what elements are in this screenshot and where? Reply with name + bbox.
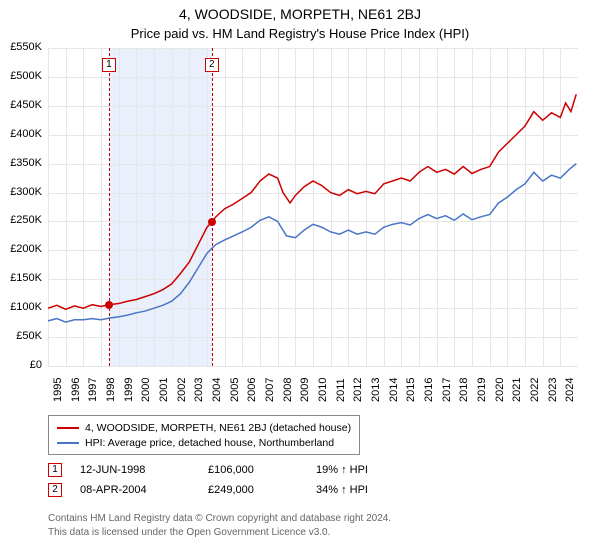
series-line [48,164,576,322]
transaction-marker: 2 [48,483,62,497]
transaction-row: 1 12-JUN-1998 £106,000 19% ↑ HPI [48,460,368,480]
transaction-date: 08-APR-2004 [80,484,190,496]
transaction-date: 12-JUN-1998 [80,464,190,476]
footer-line-1: Contains HM Land Registry data © Crown c… [48,512,391,526]
legend-swatch [57,427,79,429]
footer-attribution: Contains HM Land Registry data © Crown c… [48,512,391,539]
legend-swatch [57,442,79,444]
transaction-delta: 19% ↑ HPI [316,464,368,476]
legend-item: 4, WOODSIDE, MORPETH, NE61 2BJ (detached… [57,420,351,435]
transaction-price: £249,000 [208,484,298,496]
series-layer [0,0,600,420]
series-line [48,94,576,309]
legend-label: 4, WOODSIDE, MORPETH, NE61 2BJ (detached… [85,422,351,434]
transaction-row: 2 08-APR-2004 £249,000 34% ↑ HPI [48,480,368,500]
transaction-price: £106,000 [208,464,298,476]
footer-line-2: This data is licensed under the Open Gov… [48,526,391,540]
legend-item: HPI: Average price, detached house, Nort… [57,435,351,450]
transaction-delta: 34% ↑ HPI [316,484,368,496]
legend: 4, WOODSIDE, MORPETH, NE61 2BJ (detached… [48,415,360,455]
transactions-table: 1 12-JUN-1998 £106,000 19% ↑ HPI 2 08-APR-200… [48,460,368,500]
legend-label: HPI: Average price, detached house, Nort… [85,437,334,449]
chart-area: £0£50K£100K£150K£200K£250K£300K£350K£400… [0,0,600,420]
transaction-marker: 1 [48,463,62,477]
